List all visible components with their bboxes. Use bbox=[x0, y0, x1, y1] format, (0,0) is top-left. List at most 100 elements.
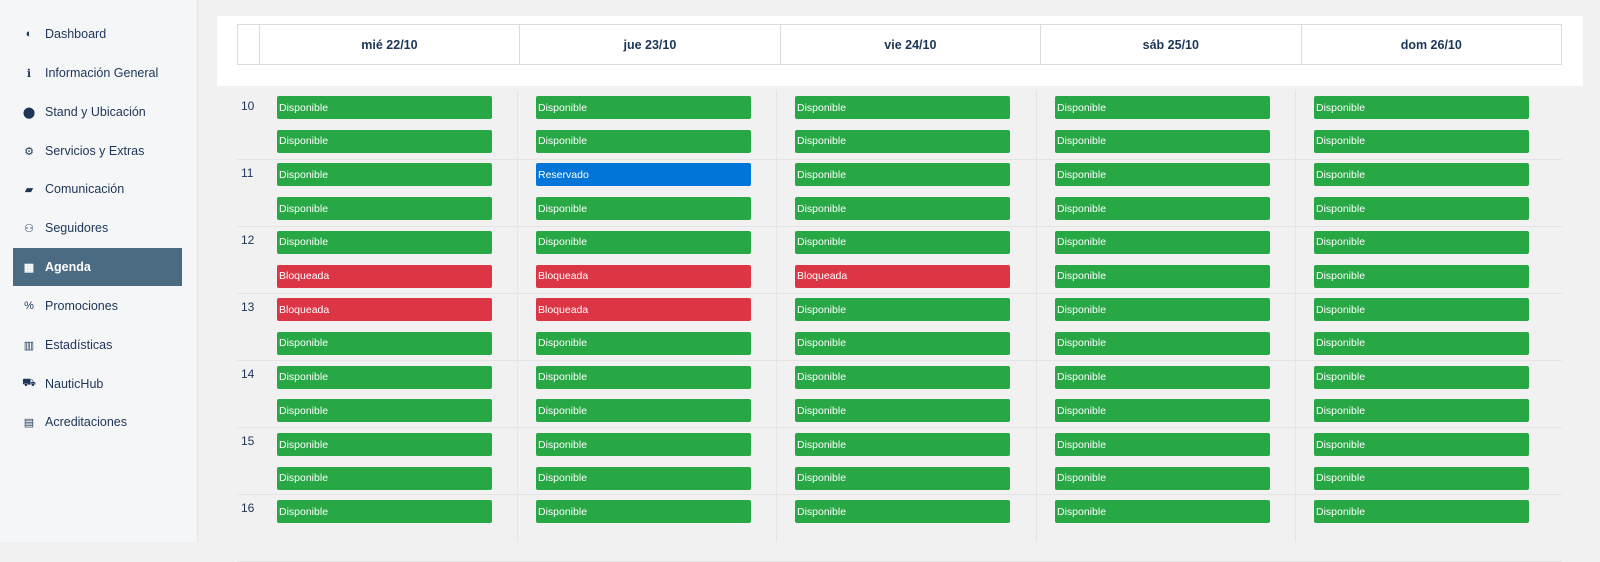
sidebar-item-informacion-general[interactable]: ℹ Información General bbox=[13, 54, 182, 92]
sidebar-item-estadisticas[interactable]: ▥ Estadísticas bbox=[13, 326, 182, 364]
slot-disponible[interactable]: Disponible bbox=[1314, 264, 1529, 288]
cart-icon: ⛟ bbox=[22, 377, 36, 389]
day-header: mié 22/10 bbox=[258, 25, 519, 64]
slot-disponible[interactable]: Disponible bbox=[1055, 331, 1270, 355]
slot-disponible[interactable]: Disponible bbox=[277, 129, 492, 153]
slot-disponible[interactable]: Disponible bbox=[795, 230, 1010, 254]
slot-disponible[interactable]: Disponible bbox=[1314, 230, 1529, 254]
slot-disponible[interactable]: Disponible bbox=[795, 466, 1010, 490]
slot-disponible[interactable]: Disponible bbox=[536, 197, 751, 221]
sidebar-item-stand-y-ubicacion[interactable]: ⬤ Stand y Ubicación bbox=[13, 93, 182, 131]
slot-disponible[interactable]: Disponible bbox=[1055, 96, 1270, 119]
slot-disponible[interactable]: Disponible bbox=[1055, 466, 1270, 490]
sidebar-item-label: Servicios y Extras bbox=[45, 144, 145, 158]
slot-disponible[interactable]: Disponible bbox=[795, 163, 1010, 187]
hour-row: 14 bbox=[237, 359, 1562, 428]
slot-disponible[interactable]: Disponible bbox=[795, 365, 1010, 389]
calendar-icon: ▦ bbox=[23, 261, 35, 274]
sidebar-item-nautichub[interactable]: ⛟ NauticHub bbox=[13, 365, 182, 403]
day-header: jue 23/10 bbox=[519, 25, 779, 64]
slot-disponible[interactable]: Disponible bbox=[536, 466, 751, 490]
slot-disponible[interactable]: Disponible bbox=[1055, 365, 1270, 389]
chart-icon: ▥ bbox=[23, 339, 35, 352]
slot-disponible[interactable]: Disponible bbox=[795, 433, 1010, 456]
sidebar-item-comunicacion[interactable]: ▰ Comunicación bbox=[13, 170, 182, 208]
slot-disponible[interactable]: Disponible bbox=[536, 365, 751, 389]
slot-disponible[interactable]: Disponible bbox=[277, 399, 492, 423]
slot-disponible[interactable]: Disponible bbox=[1314, 433, 1529, 456]
slot-disponible[interactable]: Disponible bbox=[536, 129, 751, 153]
sidebar-item-seguidores[interactable]: ⚇ Seguidores bbox=[13, 209, 182, 247]
slot-disponible[interactable]: Disponible bbox=[1314, 298, 1529, 322]
sidebar-item-label: Acreditaciones bbox=[45, 415, 127, 429]
users-icon: ⚇ bbox=[24, 222, 34, 235]
slot-disponible[interactable]: Disponible bbox=[277, 96, 492, 119]
slot-disponible[interactable]: Disponible bbox=[1055, 500, 1270, 524]
day-header: dom 26/10 bbox=[1300, 25, 1561, 64]
slot-bloqueada[interactable]: Bloqueada bbox=[536, 264, 751, 288]
agenda-header-row: mié 22/10 jue 23/10 vie 24/10 sáb 25/10 dom … bbox=[237, 24, 1562, 65]
sidebar-item-label: Stand y Ubicación bbox=[45, 105, 146, 119]
slot-disponible[interactable]: Disponible bbox=[1314, 163, 1529, 187]
sidebar-item-dashboard[interactable]: ◐ Dashboard bbox=[13, 15, 182, 53]
slot-disponible[interactable]: Disponible bbox=[536, 500, 751, 524]
hour-row: 15 bbox=[237, 426, 1562, 495]
slot-disponible[interactable]: Disponible bbox=[277, 331, 492, 355]
sidebar-item-label: Estadísticas bbox=[45, 338, 113, 352]
slot-bloqueada[interactable]: Bloqueada bbox=[795, 264, 1010, 288]
slot-disponible[interactable]: Disponible bbox=[1055, 399, 1270, 423]
slot-bloqueada[interactable]: Bloqueada bbox=[536, 298, 751, 322]
slot-bloqueada[interactable]: Bloqueada bbox=[277, 264, 492, 288]
sidebar-item-label: Agenda bbox=[45, 260, 91, 274]
slot-disponible[interactable]: Disponible bbox=[1055, 433, 1270, 456]
slot-disponible[interactable]: Disponible bbox=[795, 129, 1010, 153]
slot-disponible[interactable]: Disponible bbox=[277, 197, 492, 221]
slot-disponible[interactable]: Disponible bbox=[536, 433, 751, 456]
day-header: vie 24/10 bbox=[779, 25, 1040, 64]
slot-disponible[interactable]: Disponible bbox=[1314, 129, 1529, 153]
column-divider bbox=[517, 91, 518, 542]
sidebar-item-label: Promociones bbox=[45, 299, 118, 313]
sidebar-item-label: Seguidores bbox=[45, 221, 109, 235]
slot-disponible[interactable]: Disponible bbox=[536, 96, 751, 119]
slot-disponible[interactable]: Disponible bbox=[1314, 466, 1529, 490]
slot-disponible[interactable]: Disponible bbox=[1314, 399, 1529, 423]
slot-disponible[interactable]: Disponible bbox=[795, 96, 1010, 119]
agenda-main: mié 22/10 jue 23/10 vie 24/10 sáb 25/10 dom … bbox=[217, 0, 1600, 562]
sidebar-item-servicios-y-extras[interactable]: ⚙ Servicios y Extras bbox=[13, 132, 182, 170]
slot-disponible[interactable]: Disponible bbox=[1055, 163, 1270, 187]
day-header: sáb 25/10 bbox=[1040, 25, 1300, 64]
slot-disponible[interactable]: Disponible bbox=[1314, 331, 1529, 355]
hour-label: 11 bbox=[241, 166, 254, 180]
slot-disponible[interactable]: Disponible bbox=[1055, 264, 1270, 288]
slot-disponible[interactable]: Disponible bbox=[1055, 197, 1270, 221]
slot-bloqueada[interactable]: Bloqueada bbox=[277, 298, 492, 322]
slot-disponible[interactable]: Disponible bbox=[1314, 500, 1529, 524]
slot-disponible[interactable]: Disponible bbox=[1055, 129, 1270, 153]
slot-disponible[interactable]: Disponible bbox=[795, 197, 1010, 221]
slot-disponible[interactable]: Disponible bbox=[795, 298, 1010, 322]
slot-disponible[interactable]: Disponible bbox=[277, 433, 492, 456]
slot-disponible[interactable]: Disponible bbox=[795, 500, 1010, 524]
slot-disponible[interactable]: Disponible bbox=[277, 230, 492, 254]
slot-disponible[interactable]: Disponible bbox=[277, 365, 492, 389]
slot-reservado[interactable]: Reservado bbox=[536, 163, 751, 187]
map-marker-icon: ⬤ bbox=[22, 106, 36, 119]
slot-disponible[interactable]: Disponible bbox=[536, 331, 751, 355]
slot-disponible[interactable]: Disponible bbox=[795, 399, 1010, 423]
slot-disponible[interactable]: Disponible bbox=[536, 399, 751, 423]
slot-disponible[interactable]: Disponible bbox=[536, 230, 751, 254]
sidebar-item-promociones[interactable]: % Promociones bbox=[13, 287, 182, 325]
hour-label: 12 bbox=[241, 233, 255, 247]
slot-disponible[interactable]: Disponible bbox=[1314, 197, 1529, 221]
slot-disponible[interactable]: Disponible bbox=[1314, 96, 1529, 119]
slot-disponible[interactable]: Disponible bbox=[277, 163, 492, 187]
slot-disponible[interactable]: Disponible bbox=[1055, 298, 1270, 322]
slot-disponible[interactable]: Disponible bbox=[1055, 230, 1270, 254]
sidebar-item-agenda[interactable]: ▦ Agenda bbox=[13, 248, 182, 286]
sidebar-item-acreditaciones[interactable]: ▤ Acreditaciones bbox=[13, 403, 182, 441]
slot-disponible[interactable]: Disponible bbox=[277, 500, 492, 524]
slot-disponible[interactable]: Disponible bbox=[795, 331, 1010, 355]
slot-disponible[interactable]: Disponible bbox=[277, 466, 492, 490]
slot-disponible[interactable]: Disponible bbox=[1314, 365, 1529, 389]
